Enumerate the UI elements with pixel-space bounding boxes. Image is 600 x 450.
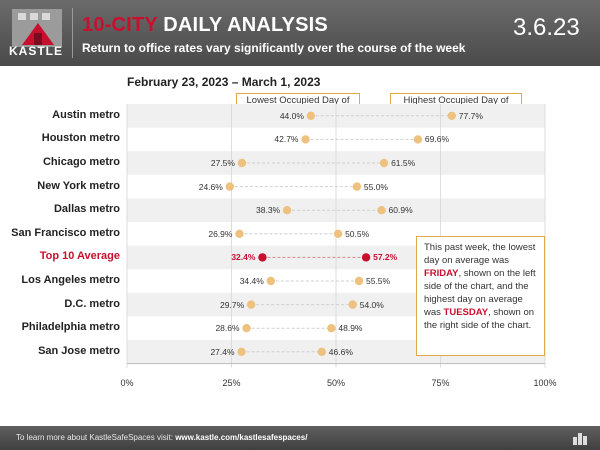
low-value-label: 28.6% — [215, 323, 240, 334]
low-point — [306, 111, 316, 121]
low-point — [301, 135, 310, 144]
high-point — [317, 347, 326, 356]
high-point — [352, 182, 362, 191]
low-value-label: 27.4% — [210, 346, 235, 357]
low-point — [282, 206, 292, 215]
category-label: Dallas metro — [53, 203, 120, 216]
high-point — [333, 229, 343, 238]
high-point — [327, 324, 336, 333]
low-point — [235, 229, 244, 238]
footer-bar: To learn more about KastleSafeSpaces vis… — [0, 426, 600, 450]
category-label: Houston metro — [41, 132, 120, 145]
x-tick-label: 25% — [222, 378, 241, 388]
high-value-label: 61.5% — [391, 158, 416, 168]
category-label: Top 10 Average — [39, 250, 120, 263]
high-value-label: 54.0% — [359, 299, 384, 310]
category-label: Philadelphia metro — [21, 321, 120, 334]
low-value-label: 29.7% — [220, 299, 245, 310]
high-value-label: 50.5% — [345, 228, 370, 239]
insight-note: This past week, the lowest day on averag… — [416, 236, 545, 356]
low-value-label: 24.6% — [198, 181, 223, 192]
high-point — [361, 253, 371, 262]
category-label: Austin metro — [52, 108, 120, 121]
high-value-label: 46.6% — [328, 346, 353, 357]
header-divider — [72, 8, 73, 58]
page-subtitle: Return to office rates vary significantl… — [82, 41, 466, 55]
building-icon — [573, 433, 587, 445]
low-value-label: 27.5% — [210, 158, 235, 168]
high-value-label: 77.7% — [458, 110, 483, 121]
category-label: New York metro — [37, 179, 120, 192]
high-point — [354, 276, 364, 286]
high-value-label: 55.0% — [363, 181, 388, 192]
x-tick-label: 100% — [533, 378, 557, 388]
category-label: Los Angeles metro — [21, 274, 120, 286]
footer-text: To learn more about KastleSafeSpaces vis… — [16, 433, 307, 442]
note-text-2: , shown on the left side of the chart, a… — [424, 268, 536, 318]
note-highest-day: TUESDAY — [443, 307, 489, 318]
high-value-label: 57.2% — [373, 252, 398, 263]
chart-title: February 23, 2023 – March 1, 2023 — [127, 75, 321, 89]
low-point — [237, 347, 246, 356]
low-value-label: 38.3% — [256, 205, 281, 216]
low-point — [225, 182, 235, 191]
high-value-label: 48.9% — [338, 323, 363, 334]
high-value-label: 69.6% — [424, 134, 450, 145]
category-label: San Francisco metro — [11, 226, 120, 239]
high-value-label: 60.9% — [388, 205, 413, 216]
low-value-label: 44.0% — [279, 110, 304, 121]
low-value-label: 32.4% — [231, 252, 256, 263]
x-tick-label: 0% — [120, 378, 134, 388]
footer-link[interactable]: www.kastle.com/kastlesafespaces/ — [175, 433, 308, 442]
low-value-label: 42.7% — [274, 134, 299, 145]
note-text-3: , shown on the right side of the chart. — [424, 307, 535, 331]
note-lowest-day: FRIDAY — [424, 268, 459, 279]
high-point — [377, 206, 386, 215]
header-bar: KASTLE 10-CITY DAILY ANALYSIS Return to … — [0, 0, 600, 66]
low-point — [266, 276, 275, 286]
note-text-1: This past week, the lowest day on averag… — [424, 242, 536, 266]
title-accent: 10-CITY — [82, 14, 158, 36]
issue-date: 3.6.23 — [513, 14, 580, 41]
title-rest: DAILY ANALYSIS — [157, 14, 328, 36]
low-point — [246, 300, 256, 309]
brand-name: KASTLE — [9, 44, 63, 58]
kastle-logo-icon — [12, 9, 62, 47]
high-point — [447, 111, 456, 121]
high-point — [348, 300, 357, 309]
x-tick-label: 50% — [326, 378, 346, 388]
low-value-label: 34.4% — [239, 276, 264, 286]
high-point — [413, 135, 423, 144]
footer-prefix: To learn more about KastleSafeSpaces vis… — [16, 433, 176, 442]
low-point — [237, 158, 247, 168]
category-label: Chicago metro — [42, 156, 120, 168]
high-value-label: 55.5% — [365, 276, 391, 286]
category-label: San Jose metro — [38, 344, 120, 357]
x-tick-label: 75% — [431, 378, 450, 388]
low-point — [258, 253, 267, 262]
page-title: 10-CITY DAILY ANALYSIS — [82, 14, 328, 37]
high-point — [379, 158, 389, 168]
low-point — [242, 324, 251, 333]
category-label: D.C. metro — [64, 297, 120, 310]
low-value-label: 26.9% — [208, 228, 233, 239]
